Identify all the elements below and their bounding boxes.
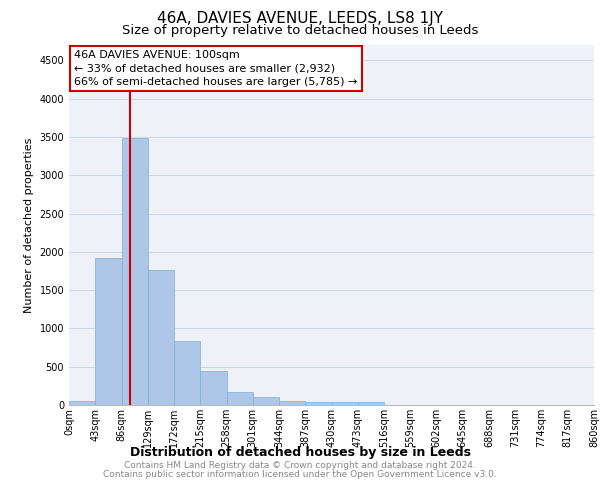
Bar — [121, 138, 148, 405]
Bar — [253, 398, 279, 405]
Text: Contains HM Land Registry data © Crown copyright and database right 2024.: Contains HM Land Registry data © Crown c… — [124, 461, 476, 470]
Bar — [305, 402, 331, 405]
Bar — [358, 402, 384, 405]
Bar — [174, 340, 200, 405]
Text: Size of property relative to detached houses in Leeds: Size of property relative to detached ho… — [122, 24, 478, 37]
Text: Distribution of detached houses by size in Leeds: Distribution of detached houses by size … — [130, 446, 470, 459]
Text: 46A DAVIES AVENUE: 100sqm
← 33% of detached houses are smaller (2,932)
66% of se: 46A DAVIES AVENUE: 100sqm ← 33% of detac… — [74, 50, 358, 87]
Bar — [279, 401, 305, 405]
Text: Contains public sector information licensed under the Open Government Licence v3: Contains public sector information licen… — [103, 470, 497, 479]
Bar — [95, 258, 121, 405]
Bar — [331, 402, 358, 405]
Bar — [227, 392, 253, 405]
Text: 46A, DAVIES AVENUE, LEEDS, LS8 1JY: 46A, DAVIES AVENUE, LEEDS, LS8 1JY — [157, 11, 443, 26]
Y-axis label: Number of detached properties: Number of detached properties — [24, 138, 34, 312]
Bar — [69, 401, 95, 405]
Bar — [148, 270, 174, 405]
Bar — [200, 370, 227, 405]
